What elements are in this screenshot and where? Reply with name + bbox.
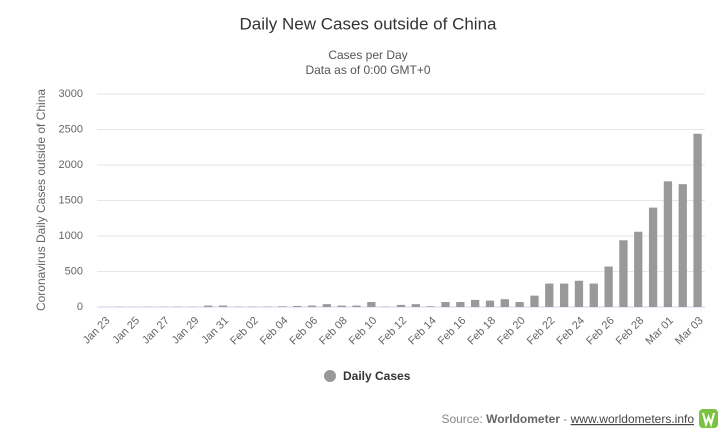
x-tick-label: Feb 02 [228,315,261,348]
bar [307,305,317,307]
bar [293,305,302,307]
y-axis-label: Coronavirus Daily Cases outside of China [34,89,48,311]
bar [500,299,509,307]
source: Source: Worldometer - www.worldometers.i… [441,412,694,426]
bar [441,302,450,307]
bar [411,304,420,307]
bar [396,304,406,307]
bar [426,306,435,307]
source-label: Source: [441,412,482,426]
logo [699,409,718,428]
x-tick-label: Feb 18 [465,315,498,348]
y-tick-label: 2500 [59,123,83,135]
bar [663,181,673,307]
x-tick-label: Feb 20 [495,315,528,348]
source-url[interactable]: www.worldometers.info [570,412,695,426]
bar [204,305,213,307]
y-tick-label: 500 [65,265,83,277]
bar [589,283,598,307]
x-tick-label: Feb 06 [287,315,320,348]
bar [337,305,346,307]
x-tick-label: Mar 01 [643,315,676,348]
bar [545,283,554,307]
bar [515,302,524,307]
x-tick-label: Feb 04 [258,315,291,348]
bar [485,300,495,307]
x-tick-label: Feb 08 [317,315,350,348]
bar [278,306,287,307]
bar [367,302,376,307]
source-name: Worldometer [486,412,560,426]
x-tick-label: Mar 03 [673,315,706,348]
x-tick-label: Feb 14 [406,315,439,348]
chart-subtitle: Data as of 0:00 GMT+0 [305,63,430,77]
bar [322,304,332,307]
chart-title: Daily New Cases outside of China [239,14,497,33]
bar [470,299,480,307]
source-separator: - [563,412,567,426]
x-tick-label: Jan 31 [199,315,231,347]
x-tick-label: Feb 26 [584,315,617,348]
y-tick-label: 1500 [59,194,83,206]
bar [574,280,584,307]
legend-marker [324,370,336,382]
bar [693,133,702,307]
x-tick-label: Feb 22 [525,315,558,348]
bar [352,305,361,307]
bar [530,295,539,307]
x-tick-label: Jan 23 [81,315,113,347]
bar [634,231,643,307]
y-tick-label: 0 [77,301,83,313]
y-tick-label: 1000 [59,230,83,242]
x-tick-label: Feb 12 [376,315,409,348]
bar [456,302,465,307]
bar [648,207,658,307]
x-tick-label: Feb 24 [554,315,587,348]
bar [604,266,613,307]
chart-subtitle: Cases per Day [328,48,407,62]
bar [619,240,628,307]
x-tick-label: Feb 10 [347,315,380,348]
y-tick-label: 2000 [59,159,83,171]
bar [678,184,687,307]
x-tick-label: Feb 16 [436,315,469,348]
bar [218,305,228,307]
legend-label: Daily Cases [343,369,411,383]
x-tick-label: Jan 25 [110,315,142,347]
y-tick-label: 3000 [59,88,83,100]
x-tick-label: Feb 28 [614,315,647,348]
x-tick-label: Jan 29 [170,315,202,347]
x-tick-label: Jan 27 [140,315,172,347]
bar [559,283,569,307]
